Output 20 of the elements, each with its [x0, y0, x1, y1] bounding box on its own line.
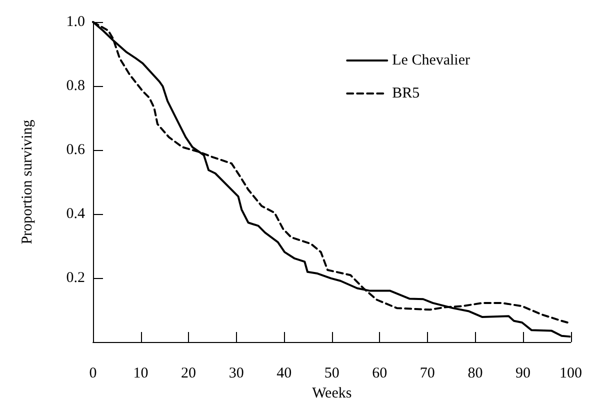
x-axis-title: Weeks	[312, 386, 352, 402]
y-tick-label: 1.0	[66, 14, 85, 30]
y-tick-label: 0.4	[66, 206, 86, 222]
x-tick-label: 30	[228, 366, 244, 382]
legend-label: Le Chevalier	[392, 52, 470, 68]
x-tick-label: 90	[515, 366, 530, 382]
x-tick-label: 40	[276, 366, 292, 382]
y-tick-label: 0.8	[66, 78, 85, 94]
y-axis-title: Proportion surviving	[20, 119, 36, 244]
x-tick-label: 0	[89, 366, 97, 382]
x-tick-label: 60	[372, 366, 388, 382]
x-tick-label: 100	[560, 366, 582, 382]
y-tick-label: 0.2	[66, 270, 85, 286]
legend-label: BR5	[392, 86, 420, 102]
x-tick-label: 70	[420, 366, 435, 382]
x-tick-label: 80	[468, 366, 483, 382]
x-tick-label: 50	[324, 366, 340, 382]
x-tick-label: 10	[133, 366, 148, 382]
y-tick-label: 0.6	[66, 142, 86, 158]
x-tick-label: 20	[181, 366, 196, 382]
